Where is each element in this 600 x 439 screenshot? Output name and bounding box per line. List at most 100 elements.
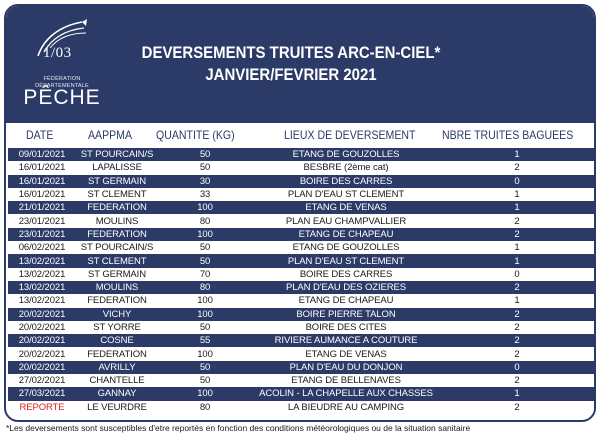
cell-quantite: 100 xyxy=(158,387,252,401)
cell-date: 16/01/2021 xyxy=(8,161,76,175)
cell-quantite: 50 xyxy=(158,161,252,175)
cell-aappma: ST GERMAIN xyxy=(76,174,158,188)
cell-lieu: ACOLIN - LA CHAPELLE AUX CHASSES xyxy=(252,387,440,401)
cell-lieu: BOIRE DES CARRES xyxy=(252,174,440,188)
cell-date: 06/02/2021 xyxy=(8,241,76,255)
cell-date: 09/01/2021 xyxy=(8,148,76,162)
cell-date: REPORTE xyxy=(8,400,76,414)
cell-quantite: 80 xyxy=(158,280,252,295)
cell-date: 16/01/2021 xyxy=(8,187,76,202)
column-header-aappma: AAPPMA xyxy=(88,128,133,142)
table-row: 13/02/2021 MOULINS 80 PLAN D'EAU DES OZIERE… xyxy=(8,280,594,295)
cell-quantite: 70 xyxy=(158,267,252,281)
cell-lieu: RIVIERE AUMANCE A COUTURE xyxy=(252,334,440,348)
cell-lieu: PLAN D'EAU DU DONJON xyxy=(252,360,440,375)
cell-aappma: ST CLEMENT xyxy=(76,187,158,202)
cell-nbre: 1 xyxy=(440,148,594,162)
cell-nbre: 2 xyxy=(440,347,594,361)
cell-date: 13/02/2021 xyxy=(8,267,76,281)
cell-quantite: 30 xyxy=(158,174,252,188)
footnote: *Les deversements sont susceptibles d'et… xyxy=(6,423,471,433)
cell-quantite: 100 xyxy=(158,201,252,215)
table-row: 21/01/2021 FEDERATION 100 ETANG DE VENAS 1 xyxy=(8,201,594,215)
cell-quantite: 55 xyxy=(158,334,252,348)
header-banner: 1/03 FÉDÉRATION DÉPARTEMENTALE PÊCHE DEV… xyxy=(6,6,594,123)
column-header-nbre: NBRE TRUITES BAGUEES xyxy=(442,128,574,142)
column-headers: DATE AAPPMA QUANTITE (KG) LIEUX DE DEVER… xyxy=(6,125,594,147)
cell-quantite: 50 xyxy=(158,374,252,388)
cell-lieu: BOIRE DES CARRES xyxy=(252,267,440,281)
cell-date: 21/01/2021 xyxy=(8,201,76,215)
column-header-date: DATE xyxy=(26,128,54,142)
logo-brand: PÊCHE xyxy=(23,86,101,109)
cell-quantite: 50 xyxy=(158,320,252,335)
cell-date: 13/02/2021 xyxy=(8,294,76,308)
cell-quantite: 80 xyxy=(158,400,252,414)
table-row: 27/03/2021 GANNAY 100 ACOLIN - LA CHAPELLE … xyxy=(8,387,594,401)
cell-nbre: 2 xyxy=(440,320,594,335)
table-row: 16/01/2021 ST GERMAIN 30 BOIRE DES CARRES 0 xyxy=(8,174,594,188)
cell-nbre: 0 xyxy=(440,267,594,281)
cell-lieu: PLAN D'EAU ST CLEMENT xyxy=(252,254,440,268)
cell-date: 13/02/2021 xyxy=(8,280,76,295)
cell-date: 20/02/2021 xyxy=(8,334,76,348)
cell-nbre: 1 xyxy=(440,387,594,401)
cell-quantite: 50 xyxy=(158,360,252,375)
table-row: 13/02/2021 ST GERMAIN 70 BOIRE DES CARRES 0 xyxy=(8,267,594,281)
table-row: 13/02/2021 FEDERATION 100 ETANG DE CHAPEAU 1 xyxy=(8,294,594,308)
federation-logo: 1/03 FÉDÉRATION DÉPARTEMENTALE PÊCHE xyxy=(16,18,108,118)
cell-lieu: BOIRE PIERRE TALON xyxy=(252,307,440,321)
cell-nbre: 2 xyxy=(440,214,594,228)
table-row: 20/02/2021 FEDERATION 100 ETANG DE VENAS 2 xyxy=(8,347,594,361)
cell-lieu: ETANG DE GOUZOLLES xyxy=(252,241,440,255)
cell-nbre: 0 xyxy=(440,360,594,375)
table-row: 27/02/2021 CHANTELLE 50 ETANG DE BELLENAVES… xyxy=(8,374,594,388)
cell-quantite: 50 xyxy=(158,254,252,268)
cell-date: 20/02/2021 xyxy=(8,360,76,375)
cell-date: 23/01/2021 xyxy=(8,227,76,242)
title-line-2: JANVIER/FEVRIER 2021 xyxy=(205,65,377,84)
cell-aappma: VICHY xyxy=(76,307,158,321)
table-body: 09/01/2021 ST POURCAIN/S 50 ETANG DE GOUZOL… xyxy=(8,148,594,414)
cell-lieu: LA BIEUDRE AU CAMPING xyxy=(252,400,440,414)
cell-date: 20/02/2021 xyxy=(8,320,76,335)
cell-date: 27/02/2021 xyxy=(8,374,76,388)
cell-aappma: AVRILLY xyxy=(76,360,158,375)
cell-lieu: PLAN D'EAU DES OZIERES xyxy=(252,280,440,295)
cell-aappma: ST POURCAIN/S xyxy=(76,241,158,255)
cell-aappma: ST GERMAIN xyxy=(76,267,158,281)
cell-aappma: FEDERATION xyxy=(76,201,158,215)
cell-lieu: BESBRE (2ème cat) xyxy=(252,161,440,175)
cell-date: 23/01/2021 xyxy=(8,214,76,228)
cell-date: 20/02/2021 xyxy=(8,307,76,321)
cell-aappma: ST CLEMENT xyxy=(76,254,158,268)
cell-date: 16/01/2021 xyxy=(8,174,76,188)
cell-quantite: 100 xyxy=(158,294,252,308)
cell-quantite: 100 xyxy=(158,347,252,361)
deversements-table: 09/01/2021 ST POURCAIN/S 50 ETANG DE GOUZOL… xyxy=(8,148,594,414)
cell-lieu: ETANG DE CHAPEAU xyxy=(252,294,440,308)
title-line-1: DEVERSEMENTS TRUITES ARC-EN-CIEL* xyxy=(141,43,441,62)
cell-nbre: 1 xyxy=(440,254,594,268)
cell-aappma: FEDERATION xyxy=(76,347,158,361)
column-header-quantite: QUANTITE (KG) xyxy=(156,128,235,142)
cell-aappma: COSNE xyxy=(76,334,158,348)
cell-aappma: GANNAY xyxy=(76,387,158,401)
cell-aappma: FEDERATION xyxy=(76,294,158,308)
table-row: 23/01/2021 FEDERATION 100 ETANG DE CHAPEAU 2 xyxy=(8,227,594,242)
cell-lieu: ETANG DE GOUZOLLES xyxy=(252,148,440,162)
cell-lieu: ETANG DE VENAS xyxy=(252,201,440,215)
cell-lieu: ETANG DE CHAPEAU xyxy=(252,227,440,242)
cell-lieu: ETANG DE VENAS xyxy=(252,347,440,361)
table-row: 16/01/2021 LAPALISSE 50 BESBRE (2ème cat) 2 xyxy=(8,161,594,175)
fish-icon xyxy=(37,19,87,57)
cell-aappma: MOULINS xyxy=(76,214,158,228)
cell-nbre: 2 xyxy=(440,374,594,388)
cell-lieu: PLAN EAU CHAMPVALLIER xyxy=(252,214,440,228)
table-row: 16/01/2021 ST CLEMENT 33 PLAN D'EAU ST CLEM… xyxy=(8,187,594,202)
cell-date: 13/02/2021 xyxy=(8,254,76,268)
column-header-lieux: LIEUX DE DEVERSEMENT xyxy=(284,128,416,142)
cell-lieu: PLAN D'EAU ST CLEMENT xyxy=(252,187,440,202)
cell-nbre: 2 xyxy=(440,280,594,295)
cell-nbre: 1 xyxy=(440,241,594,255)
